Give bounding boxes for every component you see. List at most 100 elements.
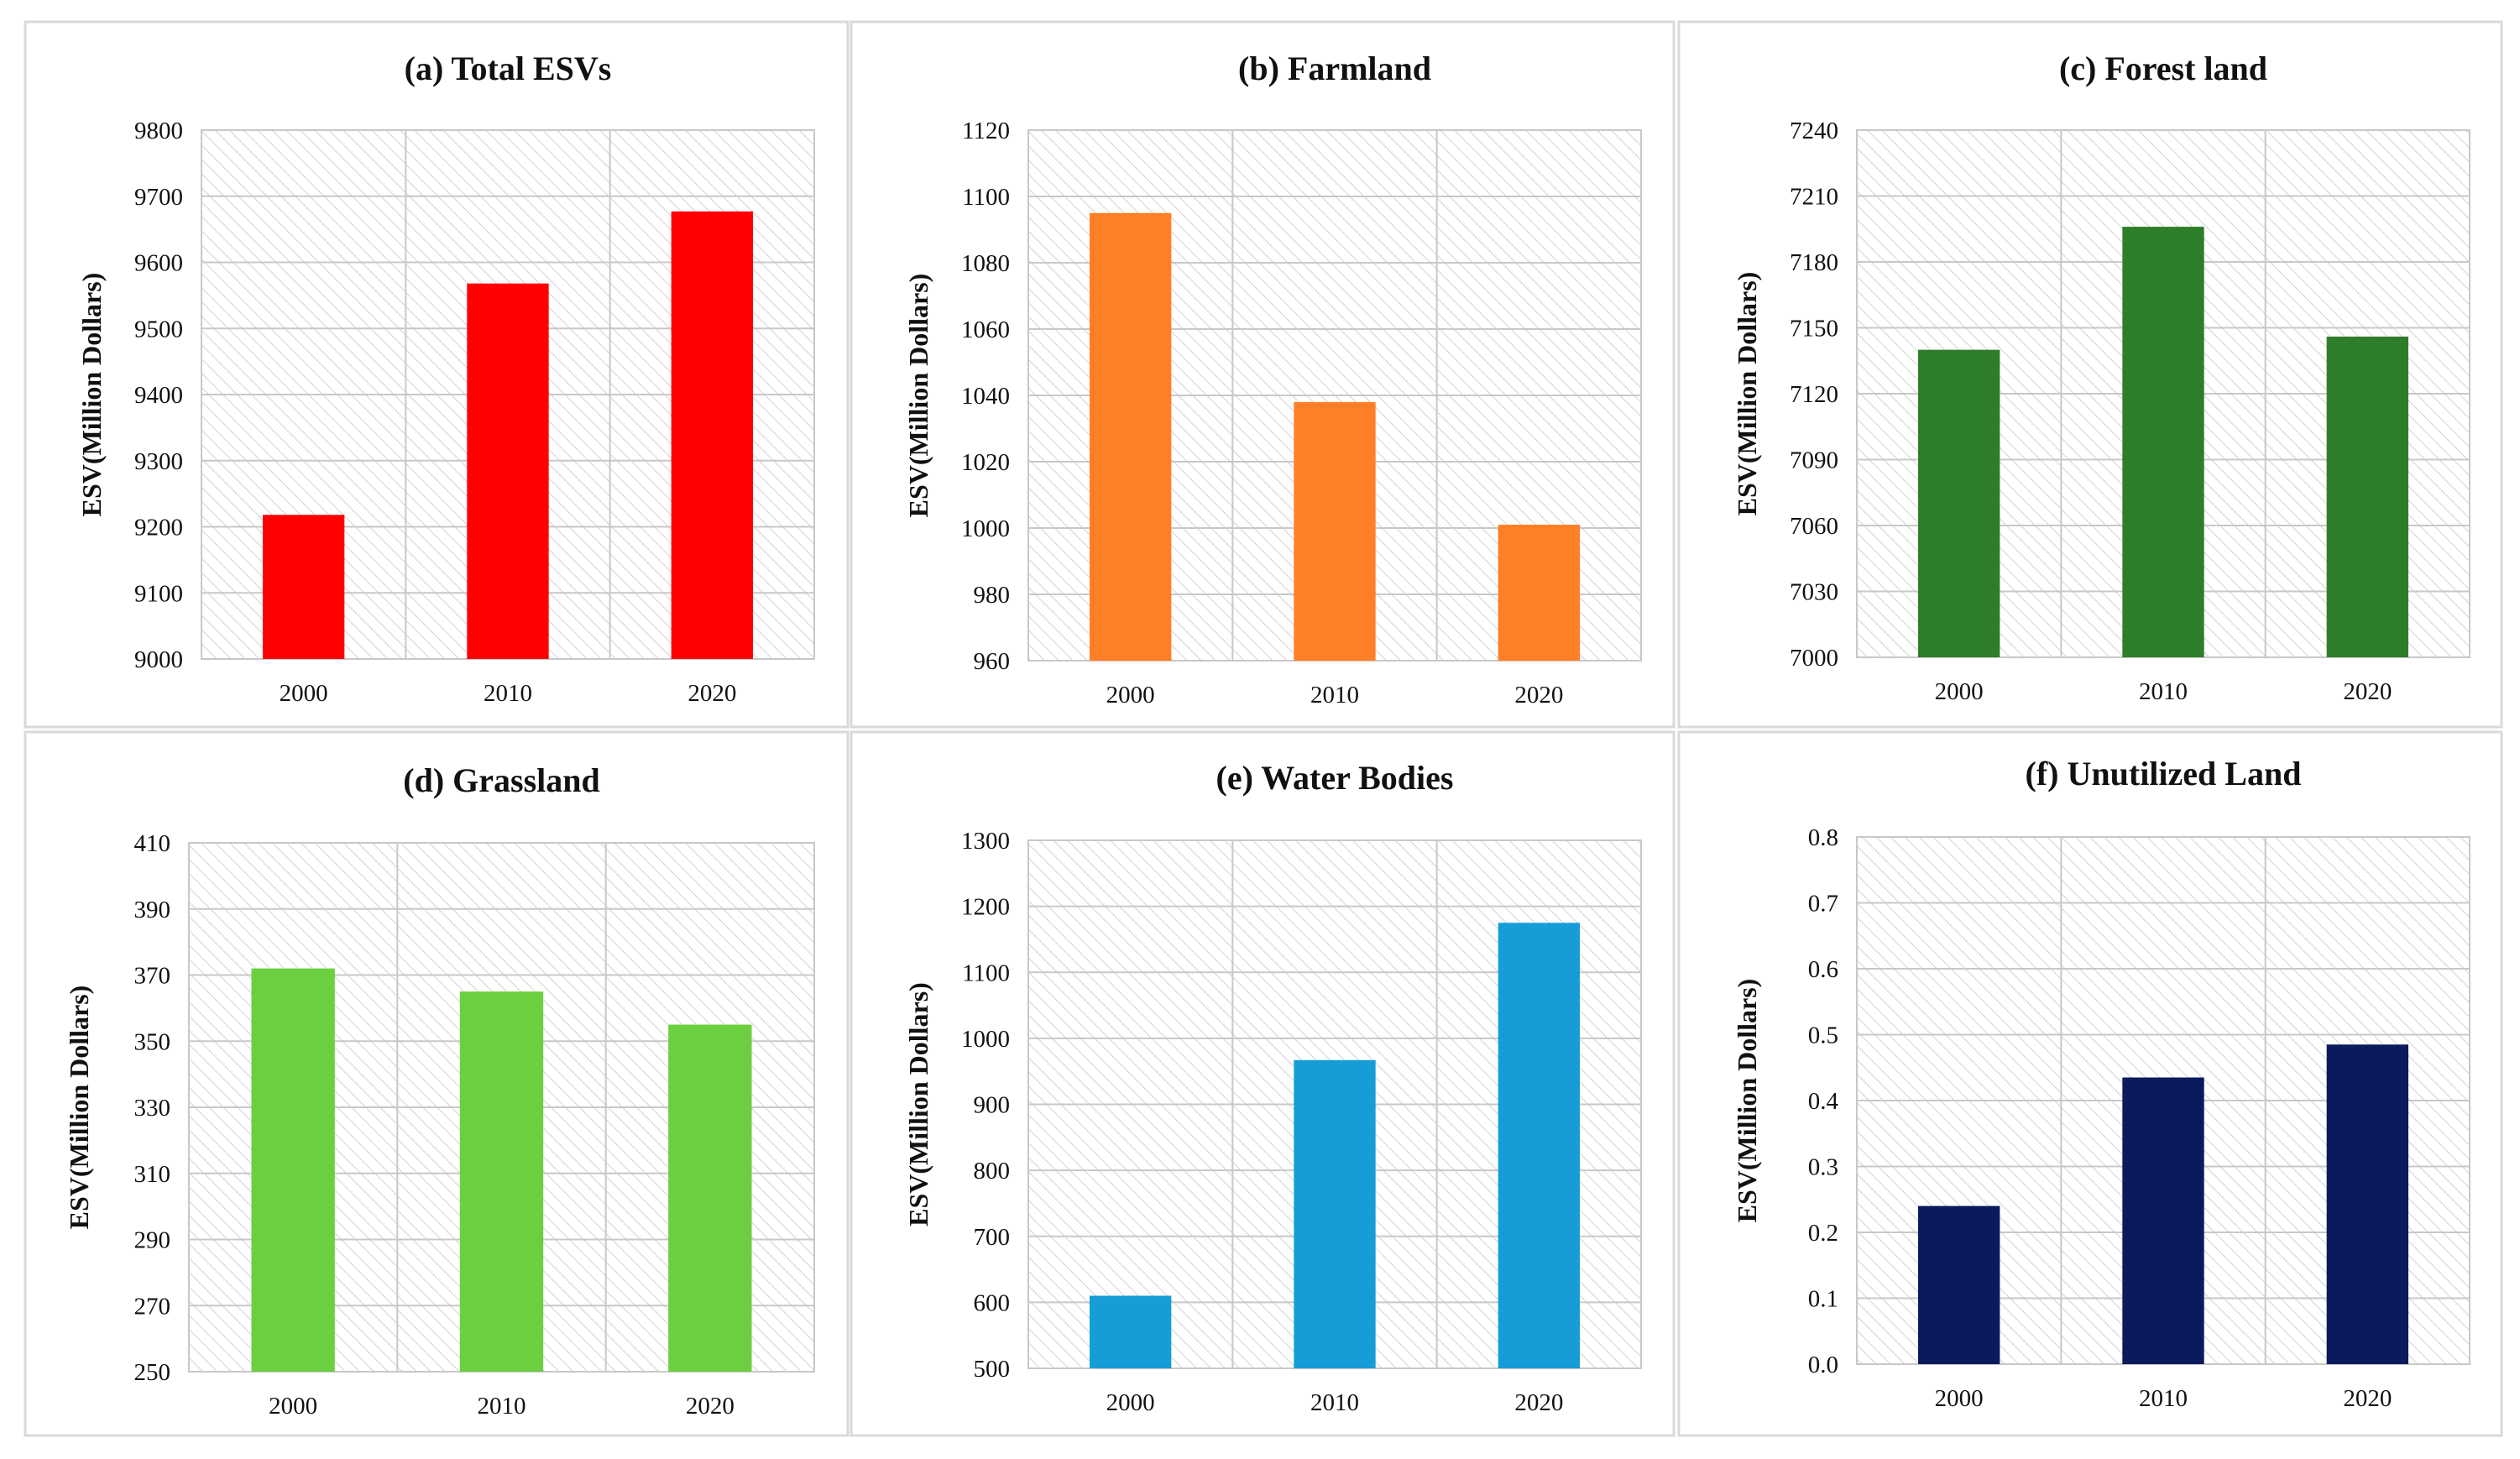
bar-2000	[1090, 1295, 1172, 1368]
y-tick-label: 270	[134, 1293, 171, 1320]
y-tick-label: 1120	[962, 118, 1010, 144]
y-tick-label: 7000	[1790, 645, 1838, 672]
y-axis-label: ESV(Million Dollars)	[903, 982, 933, 1226]
x-tick-label: 2020	[1514, 1389, 1563, 1416]
y-tick-label: 330	[134, 1095, 171, 1122]
chart-panel-5: 500 600 700 800 900 1000 1100 1200 1300 2000 2010 2…	[850, 730, 1676, 1437]
y-tick-label: 250	[134, 1359, 171, 1386]
y-tick-label: 980	[974, 582, 1011, 609]
y-tick-label: 1100	[962, 184, 1010, 211]
bar-2010	[2122, 227, 2204, 658]
bar-2010	[467, 283, 549, 659]
y-tick-label: 1200	[961, 894, 1010, 921]
bar-2020	[2326, 1044, 2408, 1364]
y-tick-label: 800	[974, 1158, 1011, 1184]
chart-title: (b) Farmland	[1238, 50, 1431, 87]
y-tick-label: 600	[974, 1289, 1011, 1316]
y-tick-label: 7030	[1790, 579, 1838, 606]
y-tick-label: 1020	[961, 449, 1010, 476]
y-tick-label: 0.8	[1808, 824, 1838, 851]
bar-2020	[668, 1024, 752, 1372]
y-tick-label: 0.5	[1808, 1022, 1838, 1049]
chart-title: (d) Grassland	[403, 761, 600, 799]
y-tick-label: 9700	[134, 184, 183, 211]
y-tick-label: 0.2	[1808, 1220, 1838, 1247]
x-tick-label: 2000	[1935, 678, 1984, 705]
bar-2000	[1918, 349, 2000, 657]
y-tick-label: 7210	[1790, 184, 1838, 211]
y-tick-label: 9500	[134, 316, 183, 343]
y-tick-label: 960	[974, 648, 1011, 675]
bar-2010	[1294, 1059, 1376, 1368]
y-tick-label: 9400	[134, 382, 183, 409]
y-tick-label: 290	[134, 1227, 171, 1254]
bar-2020	[2326, 336, 2408, 657]
bar-2000	[1918, 1205, 2000, 1364]
x-tick-label: 2000	[269, 1393, 317, 1420]
y-tick-label: 500	[974, 1356, 1011, 1383]
chart-title: (a) Total ESVs	[405, 50, 612, 87]
y-tick-label: 0.0	[1808, 1352, 1838, 1378]
y-tick-label: 1000	[961, 1026, 1010, 1053]
y-tick-label: 9200	[134, 515, 183, 541]
bar-2020	[1498, 923, 1580, 1368]
bar-2010	[1294, 401, 1376, 661]
x-tick-label: 2020	[688, 680, 736, 707]
y-tick-label: 1300	[961, 828, 1010, 855]
y-tick-label: 1000	[961, 515, 1010, 542]
y-tick-label: 7090	[1790, 447, 1838, 474]
y-tick-label: 900	[974, 1092, 1011, 1119]
y-tick-label: 410	[134, 830, 171, 857]
y-tick-label: 7240	[1790, 118, 1838, 144]
chart-panel-6: 0.0 0.1 0.2 0.3 0.4 0.5 0.6 0.7 0.8 2000 2010 2020 (…	[1677, 730, 2503, 1437]
x-tick-label: 2000	[1935, 1385, 1984, 1412]
y-tick-label: 0.7	[1808, 891, 1838, 918]
y-axis-label: ESV(Million Dollars)	[76, 273, 107, 517]
y-tick-label: 0.1	[1808, 1286, 1838, 1313]
x-tick-label: 2000	[1106, 1389, 1155, 1416]
y-axis-label: ESV(Million Dollars)	[1732, 272, 1762, 516]
y-tick-label: 0.4	[1808, 1088, 1839, 1115]
y-axis-label: ESV(Million Dollars)	[64, 986, 94, 1230]
x-tick-label: 2010	[2139, 1385, 2188, 1412]
y-tick-label: 700	[974, 1224, 1011, 1251]
x-tick-label: 2010	[1310, 1389, 1359, 1416]
y-tick-label: 390	[134, 897, 171, 923]
chart-title: (f) Unutilized Land	[2026, 755, 2302, 792]
chart-panel-1: 9000 9100 9200 9300 9400 9500 9600 9700 9800 2000…	[24, 20, 850, 729]
y-tick-label: 0.6	[1808, 956, 1838, 983]
x-tick-label: 2010	[478, 1393, 526, 1420]
chart-title: (e) Water Bodies	[1216, 759, 1454, 797]
y-tick-label: 370	[134, 963, 171, 990]
y-tick-label: 9300	[134, 448, 183, 475]
chart-panel-2: 960 980 1000 1020 1040 1060 1080 1100 1120 2000 20…	[850, 20, 1676, 729]
y-tick-label: 9600	[134, 250, 183, 277]
y-tick-label: 350	[134, 1028, 171, 1055]
y-tick-label: 1080	[961, 250, 1010, 277]
y-tick-label: 1100	[962, 960, 1010, 986]
bar-2020	[671, 211, 753, 660]
chart-title: (c) Forest land	[2059, 50, 2267, 87]
x-tick-label: 2000	[1106, 682, 1155, 709]
y-tick-label: 7060	[1790, 513, 1838, 540]
y-tick-label: 7150	[1790, 316, 1838, 343]
x-tick-label: 2020	[2343, 1385, 2392, 1412]
bar-2000	[1090, 212, 1172, 661]
y-tick-label: 0.3	[1808, 1154, 1838, 1181]
x-tick-label: 2020	[2343, 678, 2392, 705]
bar-2010	[459, 991, 544, 1372]
y-axis-label: ESV(Million Dollars)	[1732, 979, 1762, 1223]
y-tick-label: 9800	[134, 118, 183, 144]
y-axis-label: ESV(Million Dollars)	[903, 274, 933, 518]
bar-2020	[1498, 525, 1580, 661]
x-tick-label: 2020	[686, 1393, 735, 1420]
x-tick-label: 2010	[484, 680, 532, 707]
y-tick-label: 7180	[1790, 249, 1838, 276]
y-tick-label: 9100	[134, 580, 183, 607]
y-tick-label: 1060	[961, 316, 1010, 343]
y-tick-label: 7120	[1790, 381, 1838, 408]
y-tick-label: 310	[134, 1161, 171, 1188]
x-tick-label: 2010	[1310, 682, 1359, 709]
bar-2010	[2122, 1077, 2204, 1364]
